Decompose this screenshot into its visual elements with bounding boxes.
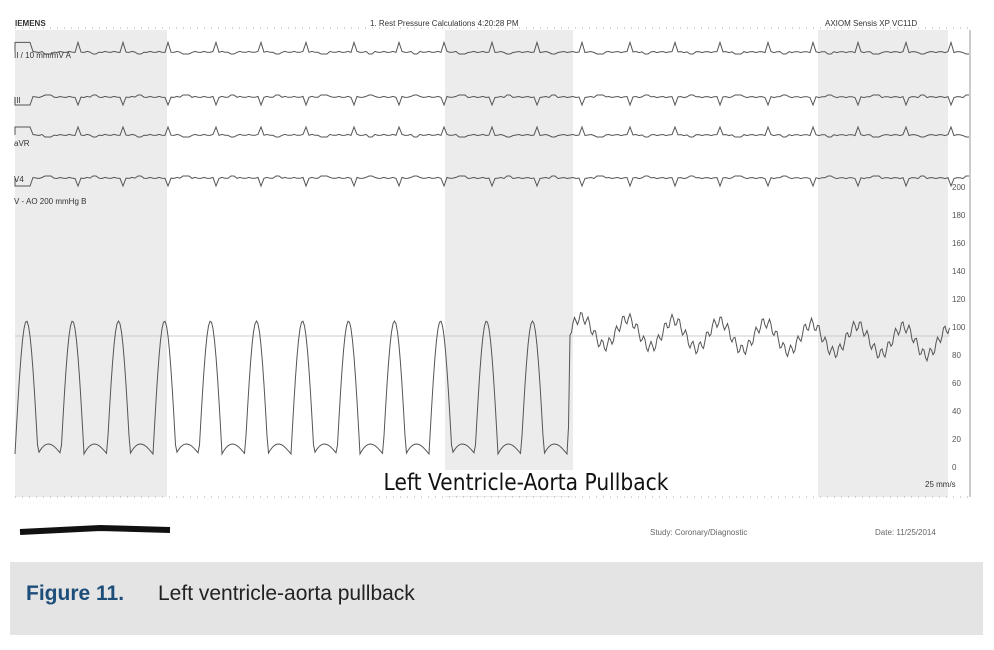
recording-title: 1. Rest Pressure Calculations 4:20:28 PM <box>370 19 519 28</box>
ecg-lead-trace <box>14 94 969 107</box>
system-label: AXIOM Sensis XP VC11D <box>825 19 918 28</box>
y-tick-label: 140 <box>952 267 966 276</box>
figure-caption: Figure 11. Left ventricle-aorta pullback <box>10 562 983 635</box>
y-tick-label: 200 <box>952 183 966 192</box>
y-tick-label: 100 <box>952 323 966 332</box>
brand-label: IEMENS <box>15 19 46 28</box>
speed-label: 25 mm/s <box>925 480 956 489</box>
caption-number: Figure 11. <box>26 582 125 605</box>
shaded-band <box>445 30 573 497</box>
overlay-label: Left Ventricle-Aorta Pullback <box>380 470 673 496</box>
y-tick-label: 60 <box>952 379 961 388</box>
y-tick-label: 80 <box>952 351 961 360</box>
y-tick-label: 160 <box>952 239 966 248</box>
ecg-lead-trace <box>14 40 969 55</box>
pressure-trace <box>14 312 950 456</box>
y-tick-label: 180 <box>952 211 966 220</box>
study-label: Study: Coronary/Diagnostic <box>650 528 748 537</box>
ecg-lead-trace <box>14 125 969 138</box>
y-tick-label: 0 <box>952 463 957 472</box>
shaded-band <box>15 30 167 497</box>
scan-artifact <box>19 524 171 535</box>
shaded-band <box>818 30 948 497</box>
caption-text: Left ventricle-aorta pullback <box>158 582 415 605</box>
y-tick-label: 40 <box>952 407 961 416</box>
pressure-channel-label: V - AO 200 mmHg B <box>14 197 87 206</box>
lead-label-iii: III <box>14 96 21 105</box>
y-tick-label: 120 <box>952 295 966 304</box>
pressure-ecg-tracing <box>14 27 971 535</box>
date-label: Date: 11/25/2014 <box>875 528 936 537</box>
lead-label-v4: V4 <box>14 175 24 184</box>
ecg-lead-trace <box>14 175 969 188</box>
y-tick-label: 20 <box>952 435 961 444</box>
lead-label-avr: aVR <box>14 139 30 148</box>
lead-label-ii: II / 10 mm/mV A <box>14 51 71 60</box>
